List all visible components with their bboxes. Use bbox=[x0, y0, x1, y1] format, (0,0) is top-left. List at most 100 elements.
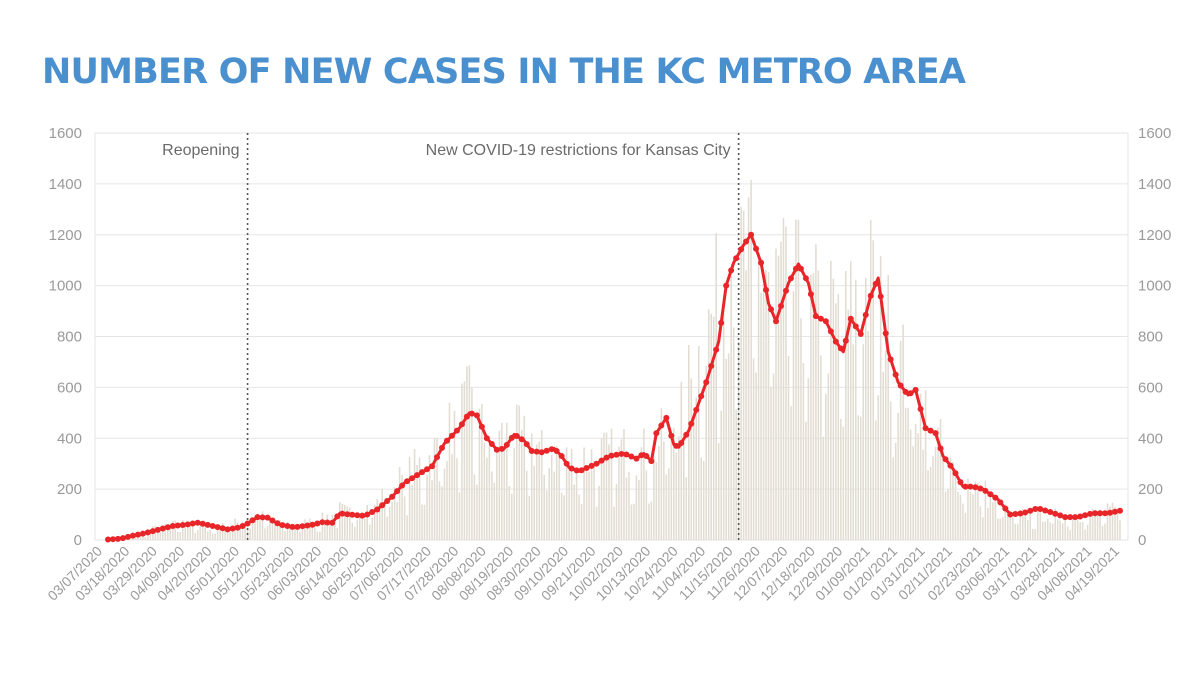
average-point bbox=[264, 514, 271, 521]
average-point bbox=[374, 506, 381, 513]
daily-bar bbox=[635, 475, 638, 540]
daily-bar bbox=[653, 440, 655, 540]
daily-bar bbox=[757, 252, 760, 540]
average-point bbox=[334, 513, 341, 520]
average-point bbox=[1087, 510, 1094, 517]
daily-bar bbox=[501, 422, 503, 540]
daily-bar bbox=[244, 522, 246, 540]
daily-bar bbox=[276, 521, 279, 540]
daily-bar bbox=[1036, 506, 1039, 540]
daily-bar bbox=[132, 537, 134, 540]
daily-bar bbox=[862, 344, 865, 540]
average-point bbox=[573, 467, 580, 474]
daily-bar bbox=[351, 522, 354, 540]
average-point bbox=[194, 519, 201, 526]
daily-bar bbox=[368, 524, 371, 540]
daily-bar bbox=[341, 503, 344, 540]
average-point bbox=[468, 410, 475, 417]
daily-bar bbox=[1059, 520, 1061, 540]
average-point bbox=[179, 521, 186, 528]
daily-bar bbox=[722, 313, 725, 540]
daily-bar bbox=[877, 395, 879, 540]
daily-bar bbox=[256, 513, 259, 540]
daily-bar bbox=[184, 524, 187, 540]
daily-bar bbox=[428, 455, 431, 540]
daily-bar bbox=[498, 430, 501, 540]
average-point bbox=[668, 432, 675, 439]
daily-bar bbox=[488, 446, 491, 540]
daily-bar bbox=[334, 524, 336, 540]
average-point bbox=[673, 442, 680, 449]
daily-bar bbox=[211, 533, 214, 540]
average-point bbox=[1077, 513, 1084, 520]
daily-bar bbox=[972, 494, 974, 540]
daily-bar bbox=[638, 479, 640, 540]
y-tick-label: 1000 bbox=[49, 278, 82, 295]
daily-bar bbox=[1084, 529, 1086, 540]
daily-bar bbox=[443, 468, 446, 540]
average-point bbox=[498, 445, 505, 452]
daily-bar bbox=[882, 371, 884, 540]
daily-bar bbox=[668, 468, 670, 540]
average-point bbox=[827, 328, 834, 335]
average-point bbox=[1027, 507, 1034, 514]
average-point bbox=[902, 388, 909, 395]
daily-bar bbox=[381, 488, 383, 540]
daily-bar bbox=[892, 457, 894, 540]
daily-bar bbox=[144, 537, 147, 540]
daily-bar bbox=[603, 432, 605, 540]
moving-average-line bbox=[104, 231, 1123, 543]
daily-bar bbox=[747, 197, 750, 540]
daily-bar bbox=[909, 429, 912, 540]
average-point bbox=[927, 427, 934, 434]
daily-bar bbox=[994, 495, 997, 540]
daily-bar bbox=[884, 350, 887, 540]
daily-bar bbox=[872, 240, 875, 541]
average-point bbox=[528, 447, 535, 454]
daily-bar bbox=[483, 442, 486, 540]
daily-bar bbox=[154, 525, 157, 540]
daily-bar bbox=[797, 219, 800, 540]
daily-bar bbox=[1041, 521, 1044, 540]
daily-bar bbox=[1002, 517, 1004, 540]
daily-bar bbox=[613, 506, 615, 540]
average-point bbox=[1047, 509, 1054, 516]
average-point bbox=[319, 519, 326, 526]
average-point bbox=[364, 511, 371, 518]
daily-bar bbox=[451, 454, 453, 540]
average-point bbox=[807, 291, 814, 298]
average-point bbox=[249, 517, 256, 524]
daily-bar bbox=[1091, 508, 1094, 540]
average-point bbox=[339, 510, 346, 517]
average-point bbox=[653, 430, 660, 437]
daily-bar bbox=[179, 532, 182, 540]
daily-bar bbox=[947, 489, 949, 540]
daily-bar bbox=[1044, 521, 1046, 540]
average-point bbox=[962, 483, 969, 490]
daily-bar bbox=[690, 378, 693, 540]
average-point bbox=[384, 498, 391, 504]
average-point bbox=[244, 520, 251, 527]
daily-bar bbox=[506, 422, 508, 540]
daily-bar bbox=[486, 457, 488, 540]
average-point bbox=[314, 520, 321, 527]
y-tick-label: 200 bbox=[1138, 481, 1163, 498]
average-point bbox=[633, 455, 640, 462]
daily-bar bbox=[869, 219, 872, 540]
daily-bar bbox=[373, 504, 376, 540]
daily-bar bbox=[406, 515, 408, 540]
y-tick-label: 1400 bbox=[49, 176, 82, 193]
average-point bbox=[414, 472, 421, 479]
daily-bar bbox=[157, 530, 159, 540]
average-point bbox=[583, 465, 590, 472]
average-point bbox=[598, 457, 605, 464]
average-point bbox=[812, 313, 819, 320]
average-point bbox=[174, 522, 181, 529]
daily-bar bbox=[261, 511, 264, 540]
daily-bar bbox=[172, 520, 174, 540]
daily-bar bbox=[511, 493, 513, 540]
average-point bbox=[872, 280, 879, 287]
daily-bar bbox=[837, 294, 840, 540]
daily-bar bbox=[822, 436, 825, 540]
average-point bbox=[982, 487, 989, 494]
